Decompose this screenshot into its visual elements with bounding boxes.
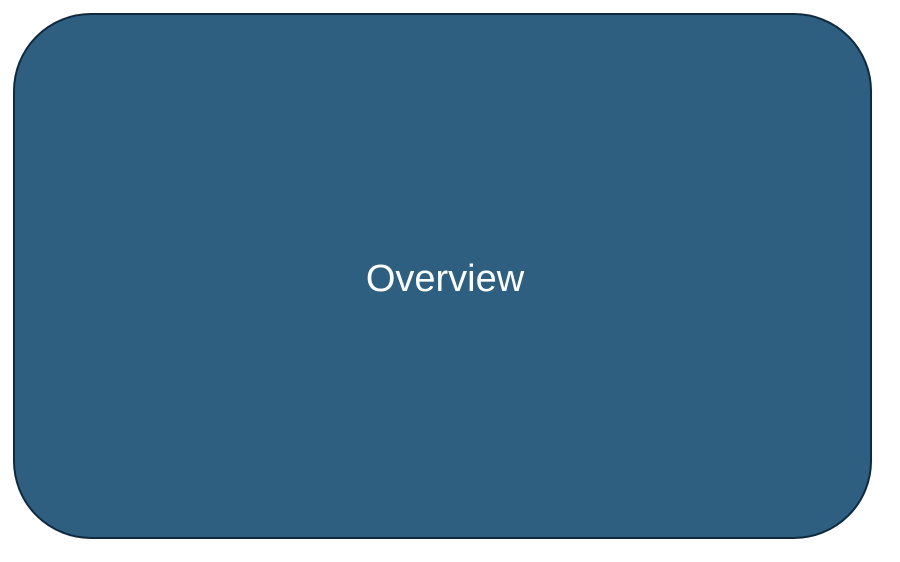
- overview-node-label: Overview: [365, 257, 525, 300]
- overview-node[interactable]: Overview: [13, 13, 872, 539]
